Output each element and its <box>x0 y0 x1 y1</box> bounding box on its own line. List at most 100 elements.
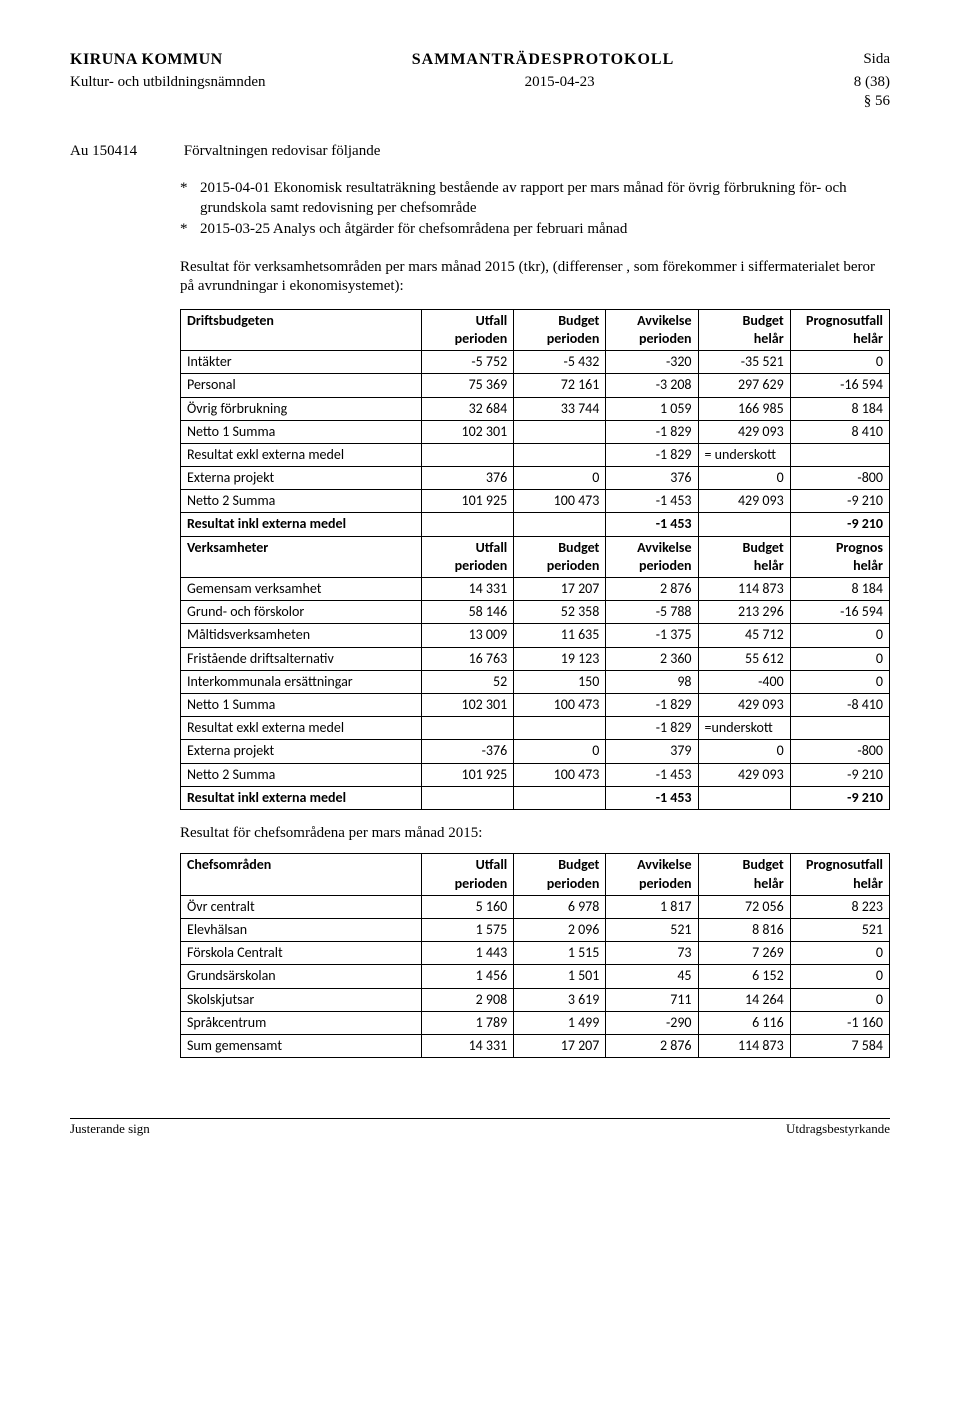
table-cell: 100 473 <box>514 490 606 513</box>
table-cell: Skolskjutsar <box>181 988 422 1011</box>
table-cell: 14 264 <box>698 988 790 1011</box>
table-cell: Resultat inkl externa medel <box>181 513 422 536</box>
table-cell: Grundsärskolan <box>181 965 422 988</box>
table-header: Budgetperioden <box>514 536 606 577</box>
table-cell: -5 432 <box>514 351 606 374</box>
table-row: Skolskjutsar2 9083 61971114 2640 <box>181 988 890 1011</box>
table-cell: 13 009 <box>422 624 514 647</box>
header-date: 2015-04-23 <box>525 73 595 93</box>
table-cell: Intäkter <box>181 351 422 374</box>
table-cell: 429 093 <box>698 490 790 513</box>
table-cell: 166 985 <box>698 397 790 420</box>
table-header: Prognosutfallhelår <box>790 854 889 895</box>
table-header: Avvikelseperioden <box>606 309 698 350</box>
table-cell: Resultat inkl externa medel <box>181 786 422 809</box>
table-cell: -3 208 <box>606 374 698 397</box>
table-cell: =underskott <box>698 717 790 740</box>
table-cell <box>698 786 790 809</box>
table-cell: 6 116 <box>698 1011 790 1034</box>
table-row: Resultat exkl externa medel-1 829=unders… <box>181 717 890 740</box>
table-cell: Resultat exkl externa medel <box>181 717 422 740</box>
table-row: Gemensam verksamhet14 33117 2072 876114 … <box>181 578 890 601</box>
paragraph-2: Resultat för chefsområdena per mars måna… <box>180 824 890 844</box>
table-cell: 0 <box>698 467 790 490</box>
table-cell <box>514 420 606 443</box>
table-cell: 101 925 <box>422 490 514 513</box>
table-cell: 114 873 <box>698 1034 790 1057</box>
table-row: Personal75 36972 161-3 208297 629-16 594 <box>181 374 890 397</box>
table-cell: 8 410 <box>790 420 889 443</box>
table-cell: 6 152 <box>698 965 790 988</box>
table-cell: 14 331 <box>422 578 514 601</box>
table-header: Utfallperioden <box>422 854 514 895</box>
table-cell: 376 <box>606 467 698 490</box>
table-header: Budgethelår <box>698 854 790 895</box>
table-cell: 98 <box>606 670 698 693</box>
table-cell: -16 594 <box>790 374 889 397</box>
table-cell: 8 184 <box>790 578 889 601</box>
table-row: Resultat inkl externa medel-1 453-9 210 <box>181 513 890 536</box>
table-cell: 73 <box>606 942 698 965</box>
footer-left: Justerande sign <box>70 1121 150 1138</box>
table-cell: 7 584 <box>790 1034 889 1057</box>
table-cell: 0 <box>790 988 889 1011</box>
table-cell: 32 684 <box>422 397 514 420</box>
table-cell: Måltidsverksamheten <box>181 624 422 647</box>
table-cell: 8 816 <box>698 918 790 941</box>
table-cell: 102 301 <box>422 693 514 716</box>
table-cell: 55 612 <box>698 647 790 670</box>
doc-type: SAMMANTRÄDESPROTOKOLL <box>412 50 675 71</box>
table-cell: 1 501 <box>514 965 606 988</box>
table-cell: Netto 1 Summa <box>181 420 422 443</box>
table-header: Utfallperioden <box>422 309 514 350</box>
table-cell: 297 629 <box>698 374 790 397</box>
table-row: Externa projekt37603760-800 <box>181 467 890 490</box>
table-cell: 17 207 <box>514 578 606 601</box>
table-cell: 2 096 <box>514 918 606 941</box>
table-cell: 45 <box>606 965 698 988</box>
table-cell: -1 375 <box>606 624 698 647</box>
table-header: Avvikelseperioden <box>606 854 698 895</box>
table-cell: 1 443 <box>422 942 514 965</box>
au-label: Au 150414 <box>70 142 180 162</box>
table-cell: -9 210 <box>790 513 889 536</box>
table-cell: 0 <box>790 624 889 647</box>
table-cell <box>698 513 790 536</box>
table-cell: 150 <box>514 670 606 693</box>
table-cell: 379 <box>606 740 698 763</box>
driftsbudget-table: DriftsbudgetenUtfallperiodenBudgetperiod… <box>180 309 890 810</box>
table-cell: -5 752 <box>422 351 514 374</box>
table-header: Prognosutfallhelår <box>790 309 889 350</box>
table-cell <box>514 717 606 740</box>
table-cell: -800 <box>790 467 889 490</box>
table-cell: 0 <box>790 670 889 693</box>
table-cell: 1 575 <box>422 918 514 941</box>
chefsomraden-table: ChefsområdenUtfallperiodenBudgetperioden… <box>180 853 890 1058</box>
table-header: Utfallperioden <box>422 536 514 577</box>
section-number: § 56 <box>70 92 890 112</box>
table-cell: 8 184 <box>790 397 889 420</box>
table-row: Elevhälsan1 5752 0965218 816521 <box>181 918 890 941</box>
table-row: Måltidsverksamheten13 00911 635-1 37545 … <box>181 624 890 647</box>
table-row: Övrig förbrukning32 68433 7441 059166 98… <box>181 397 890 420</box>
table-cell: 72 161 <box>514 374 606 397</box>
table-cell: 2 876 <box>606 1034 698 1057</box>
table-cell: Netto 2 Summa <box>181 490 422 513</box>
table-cell: Fristående driftsalternativ <box>181 647 422 670</box>
table-cell: 3 619 <box>514 988 606 1011</box>
table-header: Budgetperioden <box>514 309 606 350</box>
table-row: Interkommunala ersättningar5215098-4000 <box>181 670 890 693</box>
table-cell: 2 360 <box>606 647 698 670</box>
sida-label: Sida <box>863 50 890 71</box>
table-cell: 52 <box>422 670 514 693</box>
table-cell <box>422 443 514 466</box>
table-cell <box>422 786 514 809</box>
table-cell: -8 410 <box>790 693 889 716</box>
table-cell: 114 873 <box>698 578 790 601</box>
table-cell: -320 <box>606 351 698 374</box>
table-cell: -1 829 <box>606 693 698 716</box>
table-cell: 17 207 <box>514 1034 606 1057</box>
table-row: Intäkter-5 752-5 432-320-35 5210 <box>181 351 890 374</box>
table-row: Språkcentrum1 7891 499-2906 116-1 160 <box>181 1011 890 1034</box>
star-list: *2015-04-01 Ekonomisk resultaträkning be… <box>180 179 890 240</box>
